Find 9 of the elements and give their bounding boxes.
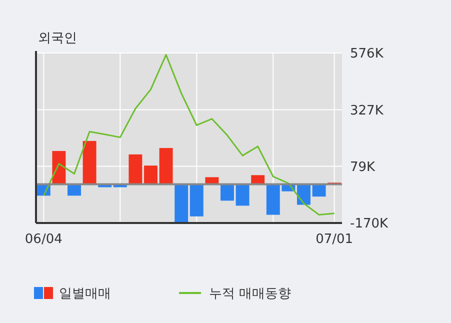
- chart-title: 외국인: [38, 31, 77, 46]
- y-tick-label: 79K: [350, 160, 376, 175]
- legend-label: 일별매매: [59, 286, 111, 302]
- x-tick-label: 07/01: [316, 232, 354, 247]
- x-tick-label: 06/04: [24, 232, 62, 247]
- y-tick-label: 327K: [350, 103, 384, 118]
- y-tick-label: 576K: [350, 46, 384, 62]
- y-tick-label: -170K: [350, 216, 389, 232]
- legend-label: 누적 매매동향: [209, 286, 292, 302]
